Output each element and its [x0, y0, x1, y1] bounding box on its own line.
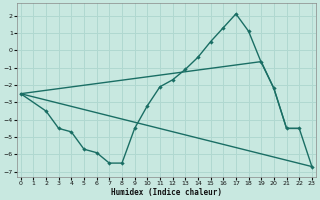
X-axis label: Humidex (Indice chaleur): Humidex (Indice chaleur): [111, 188, 222, 197]
